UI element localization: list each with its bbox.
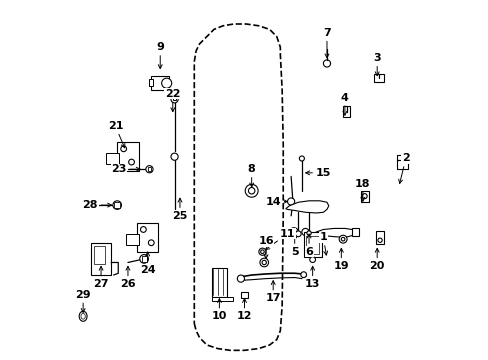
Bar [373, 74, 384, 82]
Bar [94, 246, 104, 264]
Circle shape [301, 228, 308, 235]
Circle shape [306, 231, 310, 235]
Text: 17: 17 [265, 281, 281, 303]
Text: 16: 16 [258, 236, 273, 258]
Circle shape [362, 194, 366, 199]
Circle shape [128, 159, 134, 165]
Bar [106, 153, 119, 164]
Text: 5: 5 [290, 234, 298, 257]
Text: 11: 11 [265, 229, 295, 249]
Text: 1: 1 [319, 232, 327, 255]
Circle shape [171, 153, 178, 160]
Text: 23: 23 [111, 164, 140, 174]
Circle shape [295, 231, 301, 237]
Circle shape [287, 198, 294, 205]
Bar [305, 235, 319, 253]
Circle shape [377, 238, 382, 242]
Circle shape [121, 146, 126, 152]
Text: 22: 22 [164, 89, 180, 112]
Bar [149, 78, 153, 86]
Text: 9: 9 [156, 42, 164, 68]
Bar [117, 142, 139, 171]
Bar [114, 202, 120, 208]
Text: 24: 24 [140, 252, 155, 275]
Bar [142, 256, 146, 262]
Circle shape [339, 235, 346, 243]
Polygon shape [285, 201, 328, 213]
Text: 13: 13 [305, 266, 320, 289]
Circle shape [237, 275, 244, 282]
Text: 4: 4 [340, 93, 348, 115]
Bar [360, 191, 368, 202]
Text: 15: 15 [305, 168, 330, 178]
Text: 27: 27 [93, 266, 109, 289]
Bar [147, 167, 151, 171]
Circle shape [248, 188, 254, 194]
Circle shape [309, 257, 315, 262]
Circle shape [341, 237, 344, 241]
Text: 18: 18 [354, 179, 370, 201]
Circle shape [262, 260, 266, 265]
Bar [343, 107, 349, 117]
Text: 26: 26 [120, 266, 136, 289]
Circle shape [258, 248, 265, 255]
Text: 28: 28 [82, 200, 111, 210]
Bar [151, 76, 169, 90]
Circle shape [113, 201, 121, 210]
Circle shape [140, 255, 148, 263]
Text: 6: 6 [305, 234, 312, 257]
Text: 2: 2 [398, 153, 409, 184]
Bar [396, 155, 407, 169]
Bar [126, 234, 139, 244]
Circle shape [300, 272, 306, 278]
Bar [375, 231, 383, 244]
Bar [172, 98, 176, 100]
Polygon shape [314, 228, 353, 237]
Circle shape [260, 250, 264, 253]
Ellipse shape [79, 311, 87, 321]
Bar [352, 228, 358, 237]
Circle shape [289, 228, 298, 236]
Circle shape [148, 240, 154, 246]
Text: 21: 21 [107, 121, 124, 148]
Text: 10: 10 [211, 299, 226, 321]
Circle shape [140, 226, 146, 232]
Circle shape [244, 184, 258, 197]
Circle shape [171, 96, 178, 103]
Text: 8: 8 [247, 164, 255, 187]
Text: 29: 29 [75, 290, 91, 312]
Text: 12: 12 [236, 299, 252, 321]
Bar [241, 292, 247, 298]
Bar [211, 268, 227, 297]
Circle shape [323, 60, 330, 67]
Ellipse shape [81, 314, 85, 319]
Text: 25: 25 [172, 198, 187, 221]
Circle shape [291, 230, 296, 234]
Text: 19: 19 [333, 248, 348, 271]
Text: 7: 7 [323, 28, 330, 58]
Bar [137, 223, 158, 252]
Circle shape [145, 166, 153, 173]
Circle shape [162, 78, 171, 88]
Bar [303, 232, 321, 257]
Text: 3: 3 [373, 53, 380, 76]
Circle shape [260, 258, 268, 267]
Text: 20: 20 [369, 248, 384, 271]
Bar [211, 297, 233, 301]
Circle shape [299, 156, 304, 161]
Text: 14: 14 [265, 197, 286, 207]
Bar [91, 243, 111, 275]
